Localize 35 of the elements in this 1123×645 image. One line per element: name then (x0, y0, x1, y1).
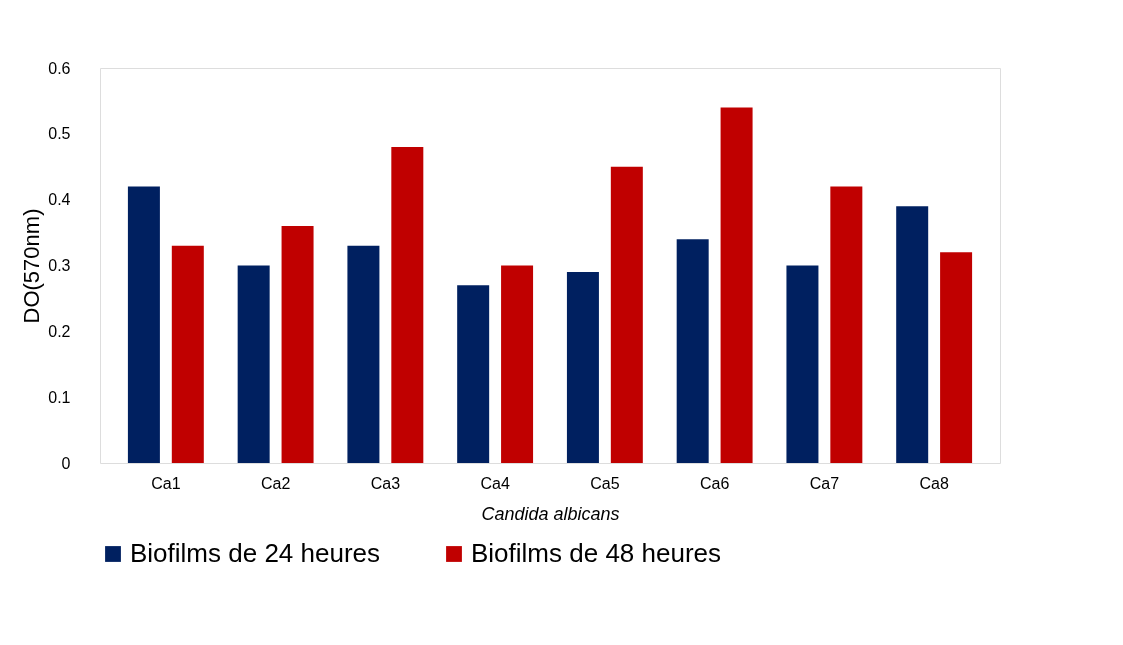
bar (610, 166, 643, 463)
bar (830, 186, 863, 463)
bar (127, 186, 160, 463)
y-tick-label: 0.2 (48, 322, 71, 340)
x-axis-title: Candida albicans (481, 503, 620, 524)
x-tick-label: Ca3 (370, 474, 401, 492)
x-tick-label: Ca8 (919, 474, 949, 492)
bar (237, 265, 270, 463)
bar (281, 226, 314, 463)
bar (391, 147, 424, 463)
bar (940, 252, 973, 463)
x-tick-label: Ca6 (699, 474, 730, 492)
y-axis-title: DO(570nm) (19, 208, 45, 324)
y-tick-label: 0.5 (48, 125, 71, 143)
bar (501, 265, 534, 463)
bar (786, 265, 819, 463)
bar (676, 239, 709, 463)
bar (457, 285, 490, 463)
bar (566, 272, 599, 463)
y-tick-label: 0 (61, 454, 71, 472)
x-tick-label: Ca1 (151, 474, 181, 492)
x-tick-label: Ca5 (590, 474, 620, 492)
x-tick-label: Ca7 (809, 474, 840, 492)
bar (347, 245, 380, 463)
y-tick-label: 0.6 (48, 59, 71, 77)
y-tick-label: 0.4 (48, 191, 71, 209)
x-tick-label: Ca4 (480, 474, 510, 492)
bar (171, 245, 204, 463)
y-tick-label: 0.1 (48, 388, 71, 406)
bar (720, 107, 753, 463)
bar (896, 206, 929, 463)
legend-label: Biofilms de 24 heures (130, 538, 381, 568)
legend-label: Biofilms de 48 heures (471, 538, 722, 568)
y-tick-label: 0.3 (48, 257, 71, 274)
x-tick-label: Ca2 (260, 474, 291, 492)
